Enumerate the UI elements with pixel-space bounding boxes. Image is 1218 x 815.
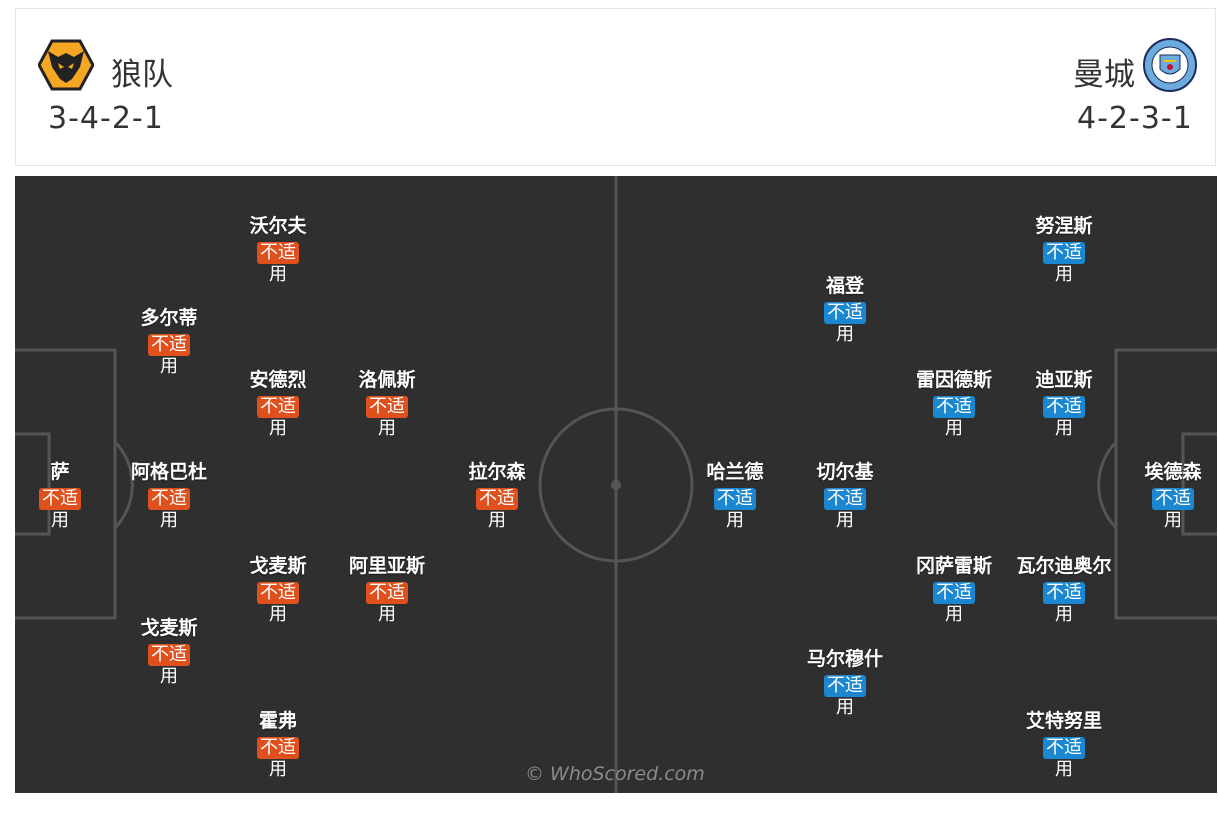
player-status-text: 用 bbox=[378, 418, 396, 439]
match-header: 狼队 3-4-2-1 曼城 4-2-3-1 bbox=[15, 8, 1216, 166]
away-player[interactable]: 瓦尔迪奥尔 不适用 bbox=[1009, 554, 1119, 626]
player-name: 努涅斯 bbox=[1035, 215, 1093, 237]
away-player[interactable]: 艾特努里 不适用 bbox=[1009, 709, 1119, 781]
player-status-badge: 不适 bbox=[824, 488, 866, 510]
player-status-text: 用 bbox=[51, 510, 69, 531]
player-status-text: 用 bbox=[726, 510, 744, 531]
player-name: 多尔蒂 bbox=[140, 307, 198, 329]
player-name: 艾特努里 bbox=[1025, 710, 1102, 732]
home-player[interactable]: 阿里亚斯 不适用 bbox=[332, 554, 442, 626]
player-status-badge: 不适 bbox=[148, 334, 190, 356]
player-status-badge: 不适 bbox=[1043, 242, 1085, 264]
player-name: 阿里亚斯 bbox=[348, 555, 425, 577]
player-status-text: 用 bbox=[269, 418, 287, 439]
player-status-badge: 不适 bbox=[257, 396, 299, 418]
player-status-text: 用 bbox=[160, 666, 178, 687]
player-status-badge: 不适 bbox=[1043, 582, 1085, 604]
player-status-badge: 不适 bbox=[476, 488, 518, 510]
player-status-badge: 不适 bbox=[1152, 488, 1194, 510]
player-name: 安德烈 bbox=[249, 369, 307, 391]
pitch: 萨不适用多尔蒂 不适用阿格巴杜 不适用戈麦斯 不适用沃尔夫 不适用安德烈 不适用戈麦斯 不适… bbox=[15, 176, 1217, 793]
player-name: 哈兰德 bbox=[706, 461, 764, 483]
home-player[interactable]: 阿格巴杜 不适用 bbox=[114, 460, 224, 532]
player-name: 瓦尔迪奥尔 bbox=[1016, 555, 1112, 577]
home-player[interactable]: 萨不适用 bbox=[15, 460, 115, 532]
player-name: 戈麦斯 bbox=[249, 555, 307, 577]
home-team-name: 狼队 bbox=[111, 57, 173, 93]
player-name: 福登 bbox=[825, 275, 864, 297]
player-status-badge: 不适 bbox=[366, 582, 408, 604]
away-player[interactable]: 哈兰德 不适用 bbox=[680, 460, 790, 532]
watermark: © WhoScored.com bbox=[525, 763, 705, 785]
player-name: 拉尔森 bbox=[468, 461, 526, 483]
away-player[interactable]: 切尔基 不适用 bbox=[790, 460, 900, 532]
home-formation: 3-4-2-1 bbox=[48, 101, 164, 136]
player-status-text: 用 bbox=[1055, 759, 1073, 780]
player-status-text: 用 bbox=[1164, 510, 1182, 531]
player-status-text: 用 bbox=[488, 510, 506, 531]
player-status-badge: 不适 bbox=[933, 582, 975, 604]
home-player[interactable]: 拉尔森 不适用 bbox=[442, 460, 552, 532]
player-status-text: 用 bbox=[269, 264, 287, 285]
player-name: 雷因德斯 bbox=[915, 369, 992, 391]
wolves-crest-icon bbox=[38, 39, 94, 91]
player-status-badge: 不适 bbox=[824, 302, 866, 324]
away-player[interactable]: 努涅斯 不适用 bbox=[1009, 214, 1119, 286]
away-player[interactable]: 埃德森 不适用 bbox=[1118, 460, 1217, 532]
player-name: 冈萨雷斯 bbox=[915, 555, 992, 577]
away-player[interactable]: 冈萨雷斯 不适用 bbox=[899, 554, 1009, 626]
player-name: 迪亚斯 bbox=[1035, 369, 1093, 391]
player-name: 埃德森 bbox=[1144, 461, 1202, 483]
player-status-badge: 不适 bbox=[148, 488, 190, 510]
player-status-text: 用 bbox=[1055, 264, 1073, 285]
player-status-badge: 不适 bbox=[714, 488, 756, 510]
away-player[interactable]: 雷因德斯 不适用 bbox=[899, 368, 1009, 440]
away-player[interactable]: 马尔穆什 不适用 bbox=[790, 647, 900, 719]
player-status-text: 用 bbox=[836, 510, 854, 531]
player-status-text: 用 bbox=[836, 324, 854, 345]
player-status-badge: 不适 bbox=[39, 488, 81, 510]
player-status-text: 用 bbox=[269, 604, 287, 625]
player-status-text: 用 bbox=[160, 356, 178, 377]
player-name: 萨 bbox=[50, 461, 70, 483]
player-name: 戈麦斯 bbox=[140, 617, 198, 639]
player-status-badge: 不适 bbox=[257, 737, 299, 759]
player-status-text: 用 bbox=[945, 604, 963, 625]
away-player[interactable]: 迪亚斯 不适用 bbox=[1009, 368, 1119, 440]
home-player[interactable]: 戈麦斯 不适用 bbox=[223, 554, 333, 626]
home-player[interactable]: 霍弗 不适用 bbox=[223, 709, 333, 781]
player-name: 马尔穆什 bbox=[806, 648, 883, 670]
player-status-badge: 不适 bbox=[933, 396, 975, 418]
player-name: 霍弗 bbox=[258, 710, 297, 732]
home-player[interactable]: 洛佩斯 不适用 bbox=[332, 368, 442, 440]
man-city-crest-icon bbox=[1143, 38, 1197, 92]
pitch-markings bbox=[15, 176, 1217, 793]
player-status-text: 用 bbox=[1055, 418, 1073, 439]
home-player[interactable]: 戈麦斯 不适用 bbox=[114, 616, 224, 688]
player-status-text: 用 bbox=[945, 418, 963, 439]
player-name: 洛佩斯 bbox=[358, 369, 416, 391]
player-status-text: 用 bbox=[378, 604, 396, 625]
home-player[interactable]: 沃尔夫 不适用 bbox=[223, 214, 333, 286]
player-name: 切尔基 bbox=[816, 461, 874, 483]
away-team-name: 曼城 bbox=[1073, 57, 1135, 93]
player-status-badge: 不适 bbox=[1043, 396, 1085, 418]
home-player[interactable]: 多尔蒂 不适用 bbox=[114, 306, 224, 378]
home-player[interactable]: 安德烈 不适用 bbox=[223, 368, 333, 440]
player-name: 阿格巴杜 bbox=[130, 461, 207, 483]
player-status-text: 用 bbox=[836, 697, 854, 718]
player-status-text: 用 bbox=[269, 759, 287, 780]
player-status-text: 用 bbox=[160, 510, 178, 531]
player-status-badge: 不适 bbox=[257, 242, 299, 264]
player-status-badge: 不适 bbox=[257, 582, 299, 604]
away-formation: 4-2-3-1 bbox=[1077, 101, 1193, 136]
player-name: 沃尔夫 bbox=[249, 215, 307, 237]
player-status-badge: 不适 bbox=[148, 644, 190, 666]
away-player[interactable]: 福登 不适用 bbox=[790, 274, 900, 346]
player-status-badge: 不适 bbox=[824, 675, 866, 697]
player-status-badge: 不适 bbox=[366, 396, 408, 418]
player-status-badge: 不适 bbox=[1043, 737, 1085, 759]
player-status-text: 用 bbox=[1055, 604, 1073, 625]
